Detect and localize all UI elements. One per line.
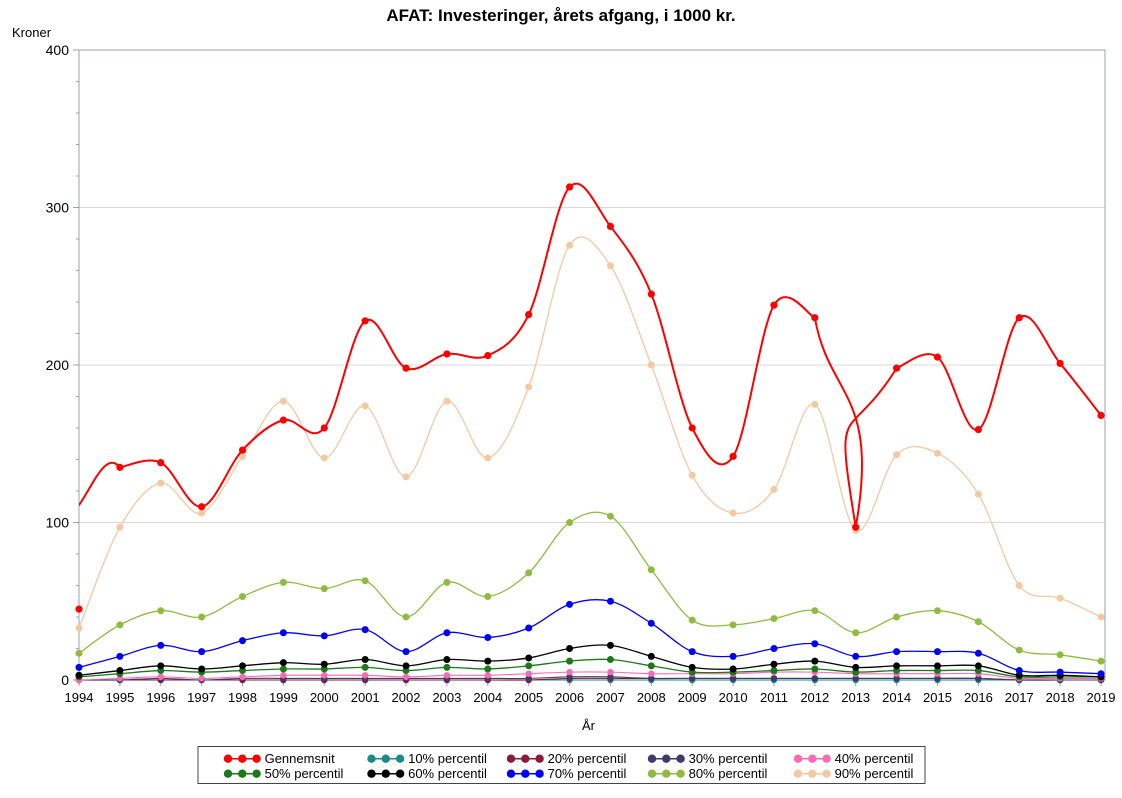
svg-text:70% percentil: 70% percentil — [548, 766, 627, 781]
svg-text:40% percentil: 40% percentil — [835, 751, 914, 766]
svg-text:20% percentil: 20% percentil — [548, 751, 627, 766]
svg-text:30% percentil: 30% percentil — [689, 751, 768, 766]
svg-text:60% percentil: 60% percentil — [408, 766, 487, 781]
svg-text:10% percentil: 10% percentil — [408, 751, 487, 766]
svg-text:50% percentil: 50% percentil — [265, 766, 344, 781]
svg-text:80% percentil: 80% percentil — [689, 766, 768, 781]
svg-text:90% percentil: 90% percentil — [835, 766, 914, 781]
svg-text:Gennemsnit: Gennemsnit — [265, 751, 335, 766]
